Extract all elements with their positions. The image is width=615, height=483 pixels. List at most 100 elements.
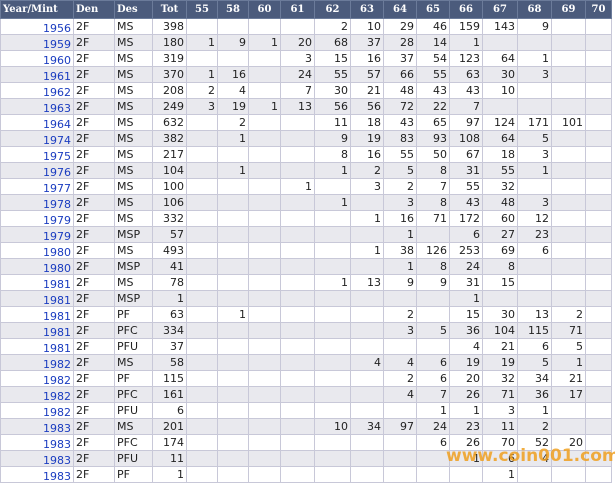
cell: 398 bbox=[152, 18, 187, 35]
cell bbox=[186, 322, 218, 339]
year-link[interactable]: 1961 bbox=[0, 66, 74, 83]
table-row: 1962 2F MS 208 2 4 7 30 21 48 43 43 10 bbox=[0, 82, 612, 99]
cell bbox=[449, 466, 483, 483]
cell bbox=[248, 354, 281, 371]
year-link[interactable]: 1982 bbox=[0, 386, 74, 403]
cell: 55 bbox=[383, 146, 417, 163]
cell: 18 bbox=[482, 146, 518, 163]
table-row: 1981 2F MSP 1 1 bbox=[0, 290, 612, 307]
year-link[interactable]: 1979 bbox=[0, 226, 74, 243]
cell: MS bbox=[114, 162, 153, 179]
year-link[interactable]: 1962 bbox=[0, 82, 74, 99]
cell: 161 bbox=[152, 386, 187, 403]
year-link[interactable]: 1979 bbox=[0, 210, 74, 227]
cell: 18 bbox=[350, 114, 384, 131]
cell: 2F bbox=[73, 130, 115, 147]
year-link[interactable]: 1959 bbox=[0, 34, 74, 51]
cell bbox=[416, 226, 450, 243]
cell: 37 bbox=[152, 338, 187, 355]
table-row: 1975 2F MS 217 8 16 55 50 67 18 3 bbox=[0, 146, 612, 163]
cell bbox=[383, 338, 417, 355]
year-link[interactable]: 1960 bbox=[0, 50, 74, 67]
cell bbox=[585, 386, 612, 403]
cell: 38 bbox=[383, 242, 417, 259]
cell: 60 bbox=[482, 210, 518, 227]
cell: 2F bbox=[73, 114, 115, 131]
cell bbox=[551, 194, 586, 211]
column-header: 60 bbox=[248, 0, 281, 19]
year-link[interactable]: 1982 bbox=[0, 402, 74, 419]
cell bbox=[416, 338, 450, 355]
year-link[interactable]: 1983 bbox=[0, 466, 74, 483]
year-link[interactable]: 1978 bbox=[0, 194, 74, 211]
cell: 37 bbox=[383, 50, 417, 67]
cell bbox=[280, 418, 315, 435]
cell bbox=[585, 50, 612, 67]
year-link[interactable]: 1983 bbox=[0, 434, 74, 451]
cell bbox=[350, 402, 384, 419]
cell: 2F bbox=[73, 386, 115, 403]
year-link[interactable]: 1983 bbox=[0, 450, 74, 467]
year-link[interactable]: 1980 bbox=[0, 242, 74, 259]
year-link[interactable]: 1956 bbox=[0, 18, 74, 35]
year-link[interactable]: 1976 bbox=[0, 162, 74, 179]
cell: 2F bbox=[73, 258, 115, 275]
cell bbox=[585, 450, 612, 467]
cell: 6 bbox=[416, 370, 450, 387]
cell bbox=[551, 146, 586, 163]
year-link[interactable]: 1981 bbox=[0, 322, 74, 339]
cell: 16 bbox=[350, 146, 384, 163]
cell bbox=[248, 450, 281, 467]
cell: 126 bbox=[416, 242, 450, 259]
year-link[interactable]: 1974 bbox=[0, 130, 74, 147]
cell bbox=[585, 34, 612, 51]
year-link[interactable]: 1981 bbox=[0, 290, 74, 307]
cell: 64 bbox=[482, 50, 518, 67]
table-row: 1981 2F PFC 334 3 5 36 104 115 71 bbox=[0, 322, 612, 339]
cell: 12 bbox=[517, 210, 552, 227]
table-row: 1983 2F PF 1 1 bbox=[0, 466, 612, 483]
cell: 3 bbox=[350, 178, 384, 195]
cell bbox=[248, 434, 281, 451]
cell: 3 bbox=[517, 146, 552, 163]
cell bbox=[383, 466, 417, 483]
column-header: Den bbox=[73, 0, 115, 19]
cell: PFC bbox=[114, 434, 153, 451]
year-link[interactable]: 1975 bbox=[0, 146, 74, 163]
year-link[interactable]: 1981 bbox=[0, 338, 74, 355]
cell bbox=[217, 274, 249, 291]
cell bbox=[186, 306, 218, 323]
year-link[interactable]: 1977 bbox=[0, 178, 74, 195]
cell bbox=[517, 34, 552, 51]
cell: 1 bbox=[314, 274, 351, 291]
cell: 63 bbox=[449, 66, 483, 83]
cell: MS bbox=[114, 178, 153, 195]
cell bbox=[585, 242, 612, 259]
cell: 11 bbox=[314, 114, 351, 131]
cell: 2F bbox=[73, 226, 115, 243]
year-link[interactable]: 1982 bbox=[0, 354, 74, 371]
year-link[interactable]: 1982 bbox=[0, 370, 74, 387]
cell bbox=[585, 290, 612, 307]
cell bbox=[585, 194, 612, 211]
cell: 71 bbox=[551, 322, 586, 339]
year-link[interactable]: 1964 bbox=[0, 114, 74, 131]
cell: 1 bbox=[449, 290, 483, 307]
cell: 2F bbox=[73, 98, 115, 115]
year-link[interactable]: 1981 bbox=[0, 274, 74, 291]
cell bbox=[186, 194, 218, 211]
cell: 32 bbox=[482, 370, 518, 387]
year-link[interactable]: 1981 bbox=[0, 306, 74, 323]
cell bbox=[383, 290, 417, 307]
cell: 10 bbox=[314, 418, 351, 435]
cell: 2F bbox=[73, 162, 115, 179]
year-link[interactable]: 1983 bbox=[0, 418, 74, 435]
cell: 2F bbox=[73, 274, 115, 291]
year-link[interactable]: 1963 bbox=[0, 98, 74, 115]
cell: 2F bbox=[73, 66, 115, 83]
cell bbox=[217, 226, 249, 243]
year-link[interactable]: 1980 bbox=[0, 258, 74, 275]
cell bbox=[217, 210, 249, 227]
cell bbox=[248, 210, 281, 227]
cell bbox=[280, 162, 315, 179]
